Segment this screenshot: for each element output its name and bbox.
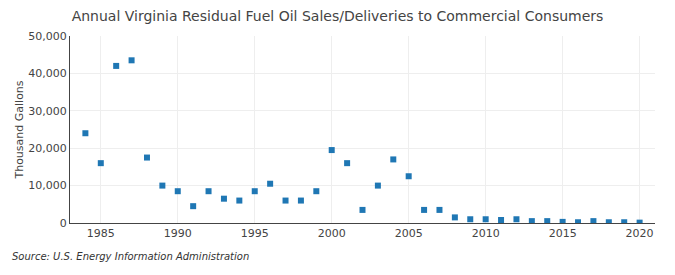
- svg-text:2010: 2010: [472, 227, 500, 240]
- svg-text:Thousand Gallons: Thousand Gallons: [13, 80, 26, 179]
- svg-text:Annual Virginia Residual Fuel: Annual Virginia Residual Fuel Oil Sales/…: [72, 8, 604, 24]
- svg-text:10,000: 10,000: [28, 179, 67, 192]
- svg-text:1990: 1990: [164, 227, 192, 240]
- svg-text:40,000: 40,000: [28, 67, 67, 80]
- svg-text:0: 0: [60, 217, 67, 230]
- svg-text:Source: U.S. Energy Informatio: Source: U.S. Energy Information Administ…: [12, 251, 249, 262]
- svg-text:1985: 1985: [87, 227, 115, 240]
- svg-text:2015: 2015: [549, 227, 577, 240]
- svg-text:2020: 2020: [626, 227, 654, 240]
- svg-text:30,000: 30,000: [28, 105, 67, 118]
- svg-text:20,000: 20,000: [28, 142, 67, 155]
- svg-text:2005: 2005: [395, 227, 423, 240]
- svg-text:50,000: 50,000: [28, 30, 67, 43]
- svg-text:2000: 2000: [318, 227, 346, 240]
- svg-text:1995: 1995: [241, 227, 269, 240]
